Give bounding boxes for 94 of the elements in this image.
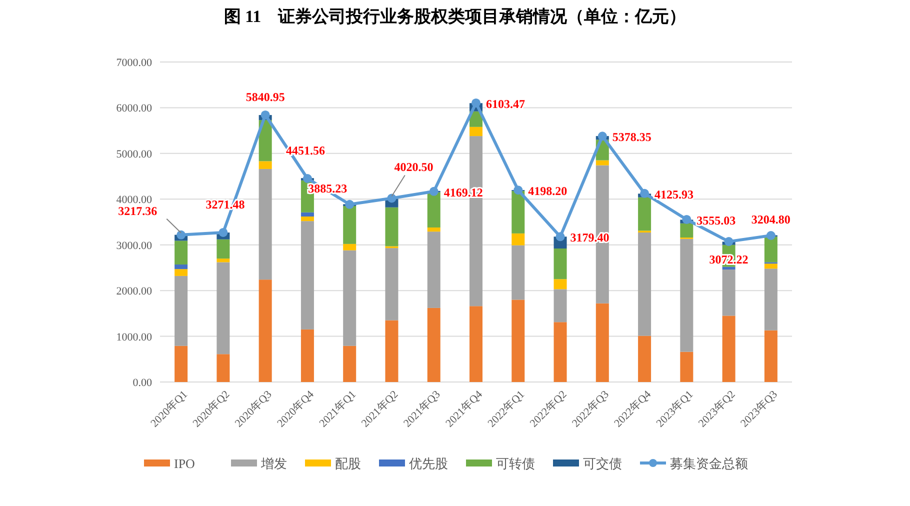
bar [680,223,694,238]
bar [174,264,188,270]
bar [216,239,230,259]
legend-label: IPO [174,456,195,471]
bar [554,322,567,382]
bar [174,269,188,276]
bar [216,258,230,262]
point [682,214,692,224]
bar [470,306,482,382]
bar [258,161,272,169]
point [598,132,607,141]
bar [427,192,440,228]
bar [258,168,272,280]
bar [174,240,188,265]
bar [596,160,609,166]
data-label: 3204.80 [751,212,790,226]
data-label: 5378.35 [612,130,652,144]
bar [343,206,356,244]
bar [385,207,398,246]
data-label: 6103.47 [486,96,525,111]
bar [764,236,778,262]
point [218,228,228,237]
bar [764,268,778,330]
data-label: 3179.40 [570,230,610,245]
bar [722,316,736,382]
y-tick-label: 3000.00 [116,240,152,252]
data-label: 3555.03 [696,213,736,228]
bar [427,232,440,308]
point [472,98,480,108]
point [556,232,565,242]
bar [512,245,525,300]
bar [343,346,356,382]
bar [216,262,230,354]
bar [427,227,440,232]
y-tick-label: 6000.00 [116,102,152,115]
point [766,230,776,240]
point [260,110,270,120]
bar [385,248,398,320]
bar [174,276,188,346]
data-label: 4125.93 [654,187,694,202]
bar [512,190,525,234]
bar [512,233,525,246]
point [176,230,186,240]
y-tick-label: 7000.00 [116,57,152,69]
legend-label: 可转债 [496,456,535,471]
legend-label: 可交债 [583,456,622,471]
point [640,188,650,198]
y-tick-label: 0.00 [132,377,152,389]
data-label: 4169.12 [444,185,483,200]
point [345,200,354,209]
bar [427,308,440,382]
point [724,237,734,246]
data-label: 4020.50 [394,160,434,174]
legend-label: 配股 [335,456,361,471]
bar [638,336,652,382]
data-label: 4198.20 [528,184,568,198]
bar [385,320,398,382]
bar [596,303,609,382]
point [514,186,523,195]
data-label: 3217.36 [118,204,158,218]
point [429,186,438,196]
bar [764,264,778,269]
bar [343,244,356,250]
point [302,174,312,183]
legend-label: 优先股 [409,456,448,471]
bar [722,266,736,270]
legend-label: 增发 [260,456,287,471]
bar [554,289,567,322]
bar [300,221,314,330]
chart-title: 图 11 证券公司投行业务股权类项目承销情况（单位：亿元） [224,7,686,26]
bar [300,216,314,222]
bar [638,232,652,336]
bar [300,212,314,217]
bar [554,279,567,290]
bar [216,354,230,382]
bar [638,197,652,231]
point [387,194,396,203]
y-tick-label: 1000.00 [116,331,152,344]
bar [680,238,694,352]
bar [722,270,736,316]
y-tick-label: 4000.00 [116,194,152,206]
bar [554,248,567,280]
y-tick-label: 5000.00 [116,148,152,160]
bar [343,250,356,346]
bar [174,346,188,382]
bar [470,126,482,136]
bar [258,280,272,382]
bar [680,352,694,382]
bar [764,330,778,382]
bar [300,329,314,382]
legend-label: 募集资金总额 [670,456,748,471]
bar [512,300,525,382]
data-label: 5840.95 [246,90,285,104]
y-tick-label: 2000.00 [116,286,152,298]
